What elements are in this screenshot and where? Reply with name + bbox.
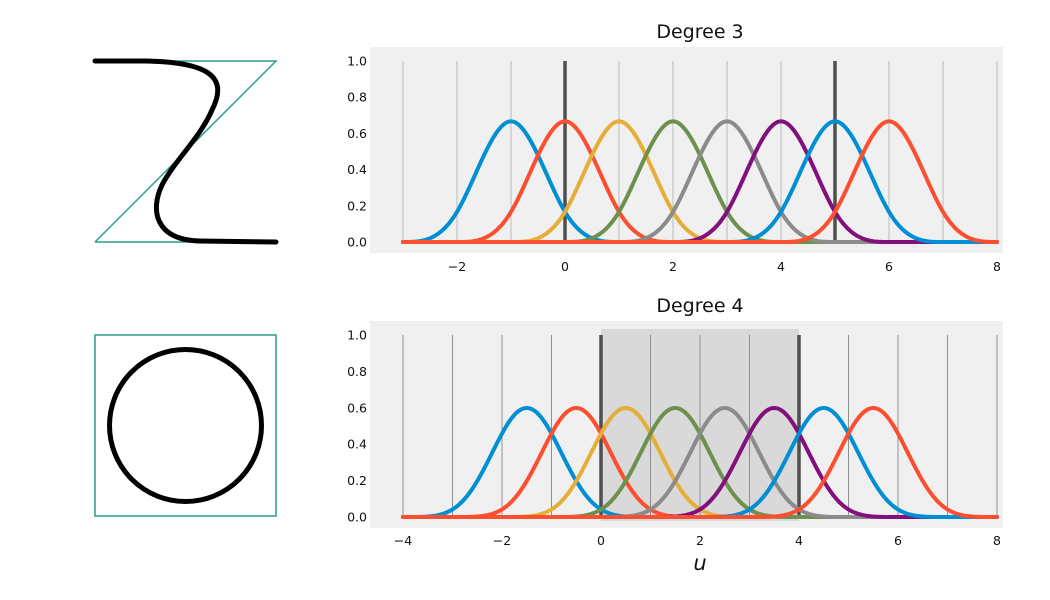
basis-functions — [401, 119, 999, 244]
basis-function-8 — [401, 406, 999, 519]
y-tick-label: 0.6 — [347, 400, 367, 415]
basis-function-8 — [401, 119, 999, 244]
x-tick-label: 8 — [993, 533, 1001, 548]
x-tick-label: −2 — [493, 533, 511, 548]
x-tick-label: 8 — [993, 259, 1001, 274]
chart-title: Degree 4 — [656, 295, 743, 317]
y-tick-label: 0.2 — [347, 473, 367, 488]
x-tick-label: 2 — [669, 259, 677, 274]
plot-background — [370, 47, 1003, 253]
y-tick-label: 0.8 — [347, 364, 367, 379]
y-tick-labels: 0.0 0.2 0.4 0.6 0.8 1.0 — [347, 328, 367, 525]
y-tick-label: 0.6 — [347, 126, 367, 141]
x-tick-label: 4 — [777, 259, 785, 274]
circle-inset — [94, 334, 277, 517]
y-tick-label: 0.4 — [347, 437, 367, 452]
x-tick-label: 4 — [795, 533, 803, 548]
chart-title: Degree 3 — [656, 21, 743, 43]
y-tick-labels: 0.0 0.2 0.4 0.6 0.8 1.0 — [347, 54, 367, 250]
x-tick-labels: −2 0 2 4 6 8 — [448, 259, 1001, 274]
y-tick-label: 1.0 — [347, 328, 367, 343]
domain-knot-lines — [599, 335, 801, 517]
basis-functions — [401, 405, 999, 519]
x-tick-label: 0 — [561, 259, 569, 274]
degree-3-chart: Degree 3 −2 0 2 4 6 8 0.0 0.2 0.4 0.6 0.8 1.0 — [347, 21, 1003, 274]
x-tick-labels: −4 −2 0 2 4 6 8 — [394, 533, 1001, 548]
x-tick-label: 0 — [597, 533, 605, 548]
square-control-polygon — [94, 334, 277, 517]
knot-grid — [402, 335, 998, 517]
x-tick-label: −4 — [394, 533, 412, 548]
x-tick-label: 6 — [885, 259, 893, 274]
y-tick-label: 0.0 — [347, 510, 367, 525]
x-tick-label: 6 — [894, 533, 902, 548]
x-tick-label: 2 — [696, 533, 704, 548]
y-tick-label: 1.0 — [347, 54, 367, 69]
x-axis-label: u — [693, 551, 706, 575]
x-tick-label: −2 — [448, 259, 466, 274]
y-tick-label: 0.4 — [347, 162, 367, 177]
circle-curve — [107, 347, 264, 504]
y-tick-label: 0.0 — [347, 235, 367, 250]
degree-4-chart: Degree 4 −4 −2 0 2 4 6 8 0.0 0.2 0.4 0.6 0.8 1.0 u — [347, 295, 1003, 575]
z-curve-inset — [92, 58, 279, 245]
y-tick-label: 0.8 — [347, 90, 367, 105]
z-curve — [92, 58, 279, 245]
y-tick-label: 0.2 — [347, 198, 367, 213]
